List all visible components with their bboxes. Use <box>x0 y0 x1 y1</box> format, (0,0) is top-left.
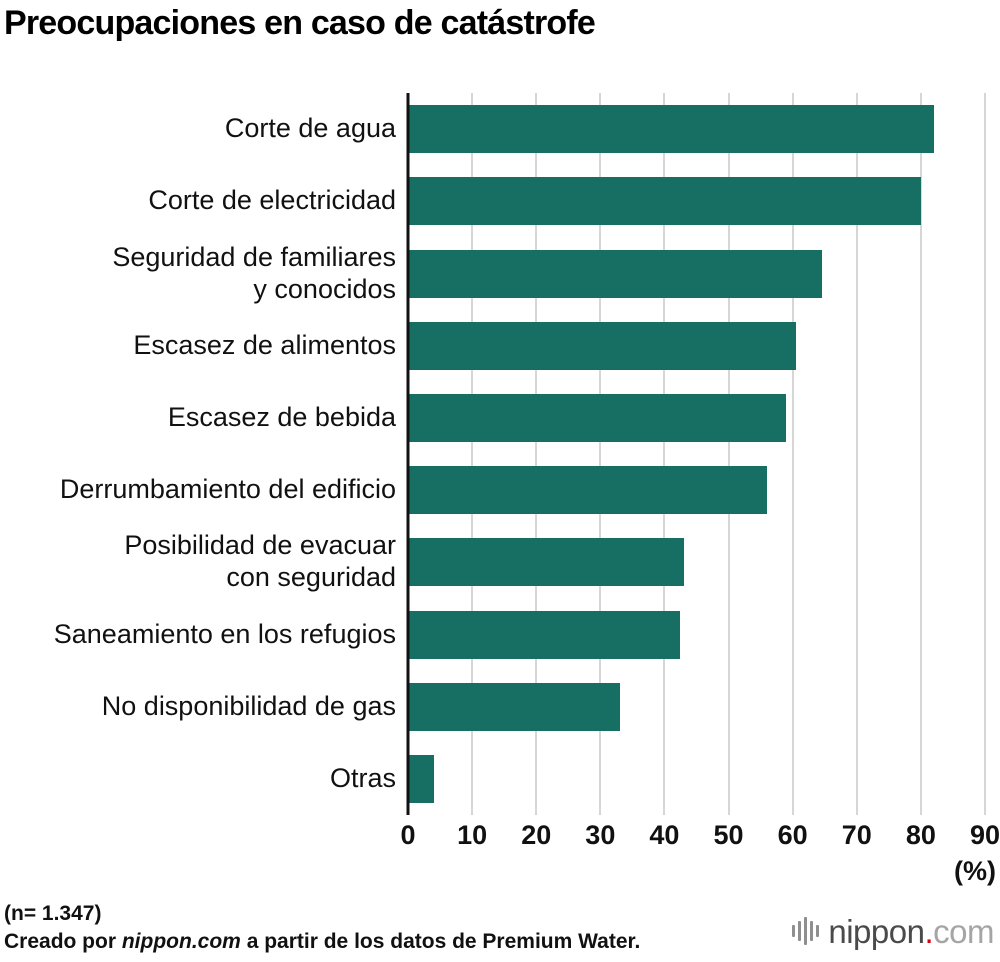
category-label: Corte de agua <box>224 113 396 144</box>
bar-track <box>408 382 985 454</box>
bar <box>408 754 434 803</box>
chart-row: Escasez de alimentos <box>0 310 1000 382</box>
category-label: Corte de electricidad <box>148 185 396 216</box>
gridline <box>855 93 858 815</box>
x-tick-label: 10 <box>457 820 488 850</box>
logo-text-main: nippon <box>828 912 925 950</box>
nippon-logo: nippon.com <box>792 914 994 948</box>
x-tick-label: 0 <box>400 820 416 850</box>
bar <box>408 466 768 515</box>
bar-track <box>408 526 985 598</box>
gridline <box>727 93 730 815</box>
bar <box>408 610 681 659</box>
gridline <box>919 93 922 815</box>
category-label: Escasez de alimentos <box>133 329 396 360</box>
category-label: No disponibilidad de gas <box>101 690 396 721</box>
sample-size-note: (n= 1.347) <box>4 902 102 925</box>
x-tick-label: 30 <box>585 820 616 850</box>
gridline <box>663 93 666 815</box>
chart-row: Corte de electricidad <box>0 165 1000 237</box>
bar-track <box>408 310 985 382</box>
credit-suffix: a partir de los datos de Premium Water. <box>240 930 641 953</box>
gridline <box>535 93 538 815</box>
gridline <box>984 93 986 815</box>
bar-track <box>408 93 985 165</box>
chart-row: Escasez de bebida <box>0 382 1000 454</box>
gridline <box>471 93 474 815</box>
bar-track <box>408 454 985 526</box>
logo-text-com: com <box>933 912 994 950</box>
logo-text-dot: . <box>924 912 934 950</box>
chart-row: Corte de agua <box>0 93 1000 165</box>
category-label: Posibilidad de evacuar con seguridad <box>124 530 396 593</box>
bar-track <box>408 237 985 309</box>
category-label: Saneamiento en los refugios <box>53 618 396 649</box>
x-tick-label: 40 <box>649 820 680 850</box>
chart-row: Derrumbamiento del edificio <box>0 454 1000 526</box>
nippon-logo-icon <box>792 914 820 948</box>
chart-rows: Corte de agua Corte de electricidad Seguri… <box>0 93 1000 815</box>
category-label: Seguridad de familiares y conocidos <box>112 241 396 304</box>
gridline <box>599 93 602 815</box>
x-tick-label: 90 <box>969 820 1000 850</box>
chart-row: Posibilidad de evacuar con seguridad <box>0 526 1000 598</box>
bar <box>408 393 787 442</box>
bar <box>408 538 684 587</box>
bar <box>408 249 822 298</box>
bar <box>408 105 934 154</box>
credit-prefix: Creado por <box>4 930 122 953</box>
axis-unit-label: (%) <box>954 856 996 886</box>
x-tick-label: 20 <box>521 820 552 850</box>
bar <box>408 682 620 731</box>
chart-row: Otras <box>0 743 1000 815</box>
x-axis-ticks: 0 10 20 30 40 50 60 70 80 90 <box>400 820 1000 854</box>
y-axis-line <box>406 93 410 815</box>
category-label: Derrumbamiento del edificio <box>59 474 396 505</box>
credit-line: Creado por nippon.com a partir de los da… <box>4 930 640 954</box>
chart-row: Seguridad de familiares y conocidos <box>0 237 1000 309</box>
chart-row: No disponibilidad de gas <box>0 671 1000 743</box>
bar-chart: Corte de agua Corte de electricidad Seguri… <box>0 93 1000 815</box>
x-tick-label: 60 <box>777 820 808 850</box>
category-label: Otras <box>329 763 396 793</box>
x-tick-label: 70 <box>841 820 872 850</box>
gridlines-layer <box>408 93 986 815</box>
bar-track <box>408 671 985 743</box>
x-tick-label: 50 <box>713 820 744 850</box>
x-tick-label: 80 <box>905 820 936 850</box>
nippon-logo-text: nippon.com <box>828 915 994 948</box>
gridline <box>791 93 794 815</box>
chart-title: Preocupaciones en caso de catástrofe <box>4 4 596 42</box>
category-label: Escasez de bebida <box>167 401 396 432</box>
bar <box>408 321 796 370</box>
chart-row: Saneamiento en los refugios <box>0 598 1000 670</box>
bar-track <box>408 165 985 237</box>
credit-source: nippon.com <box>121 930 241 953</box>
bar-track <box>408 598 985 670</box>
bar-track <box>408 743 985 815</box>
bar <box>408 177 921 226</box>
